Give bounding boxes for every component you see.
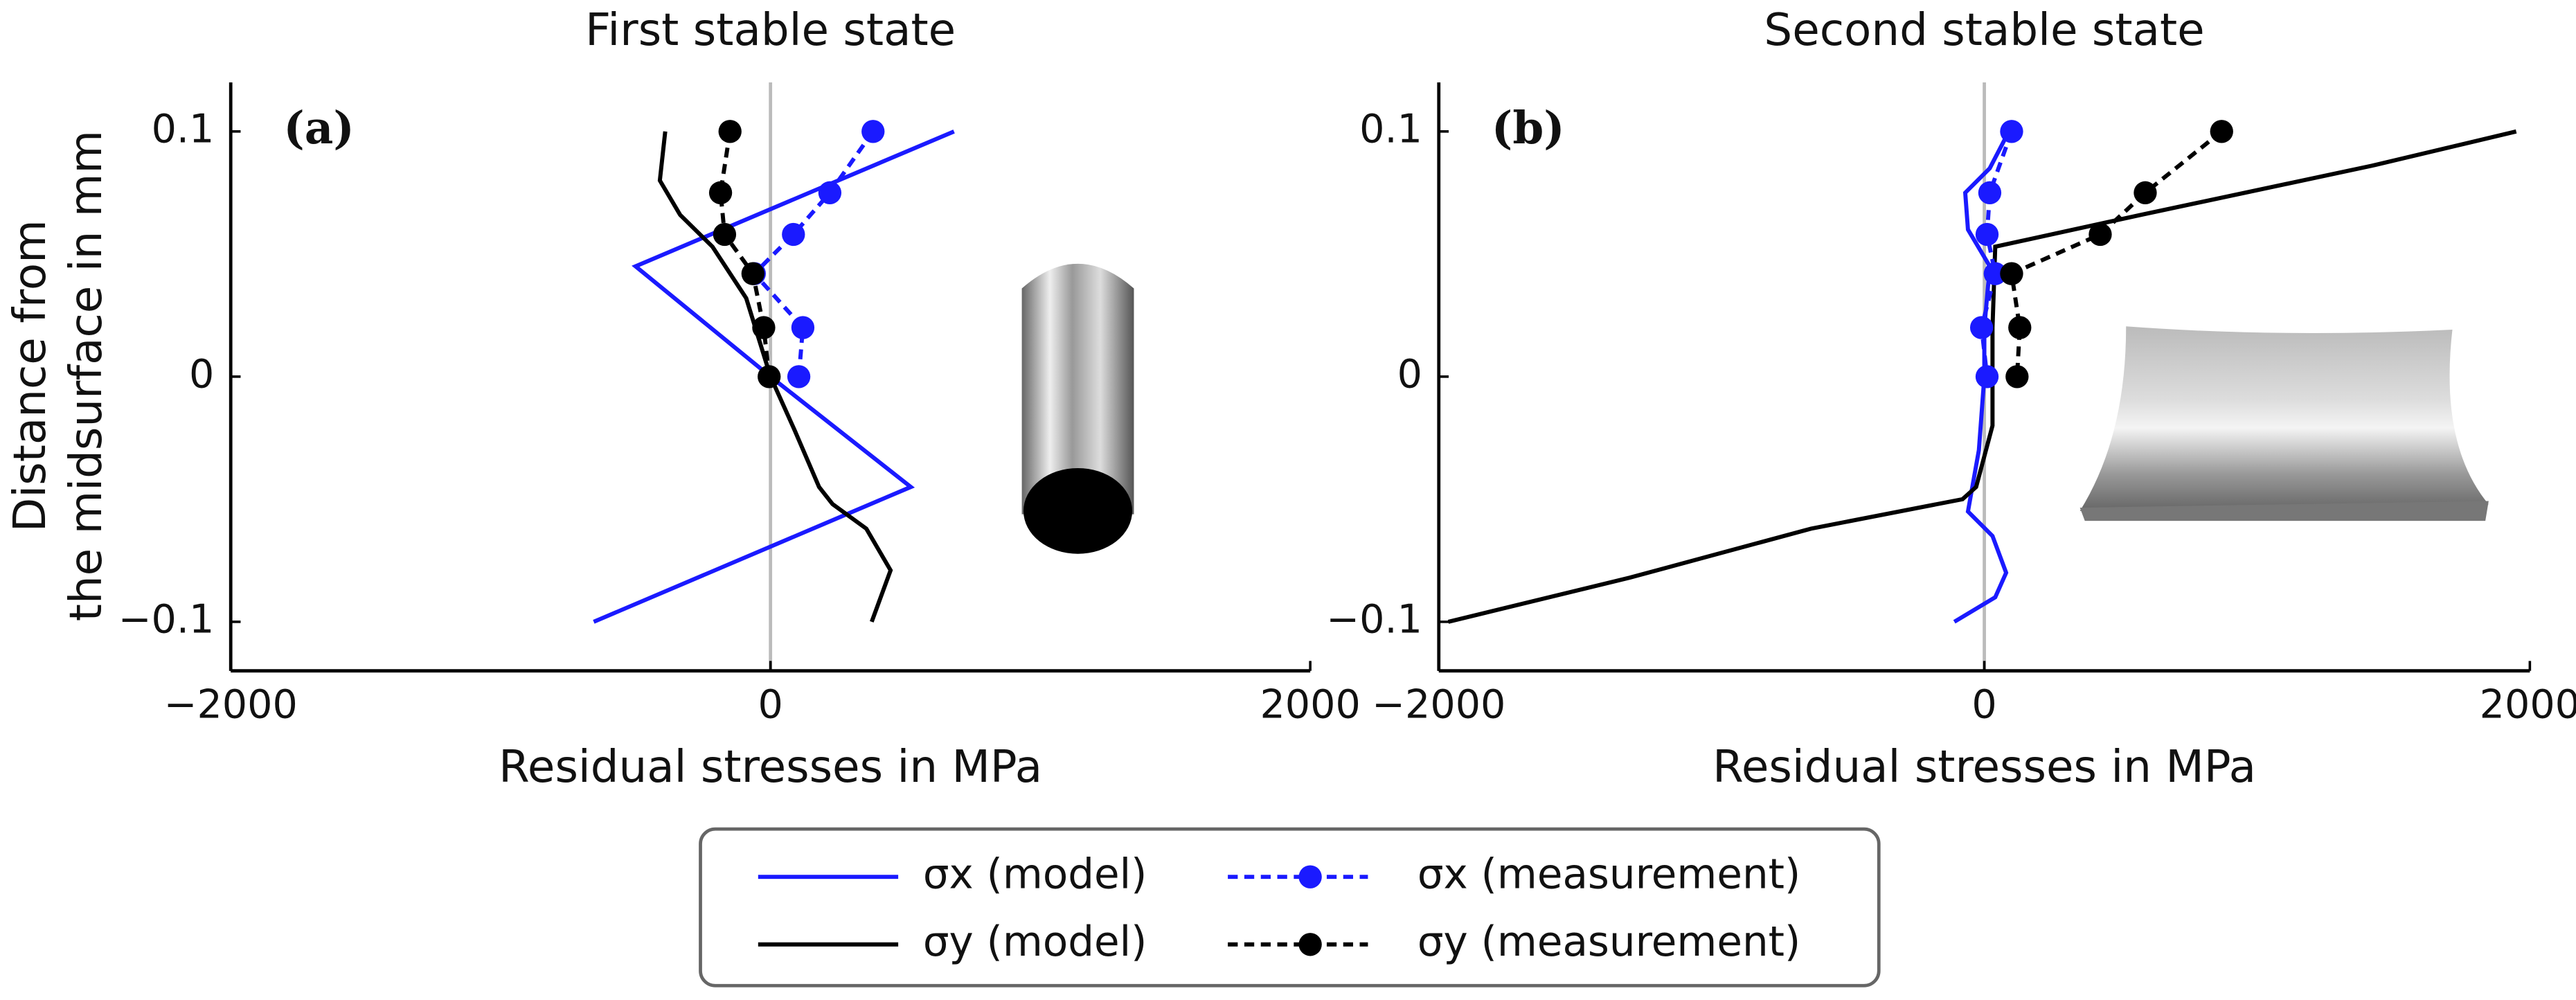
x-tick-label: −2000: [1372, 682, 1505, 728]
y-axis-label: the midsurface in mm: [60, 130, 112, 621]
marker: [2000, 120, 2023, 143]
marker: [718, 120, 742, 143]
marker: [1983, 262, 2007, 285]
marker: [2008, 316, 2032, 339]
sheet-photo: [2079, 326, 2489, 521]
legend-marker: [1298, 933, 1322, 956]
marker: [2210, 120, 2233, 143]
legend-marker: [1298, 865, 1322, 889]
panel-label: (b): [1492, 102, 1565, 154]
marker: [741, 262, 764, 285]
y-tick-label: 0.1: [1359, 106, 1422, 152]
series-line: [657, 131, 893, 623]
legend-label: σy (measurement): [1417, 918, 1800, 966]
legend-box: [699, 827, 1881, 988]
marker: [2134, 181, 2157, 204]
y-tick-label: 0.1: [152, 106, 215, 152]
x-tick-label: 0: [758, 682, 782, 728]
legend-label: σx (measurement): [1417, 850, 1800, 898]
marker: [2088, 222, 2112, 247]
marker: [1975, 222, 1999, 247]
chart-title: Second stable state: [1764, 4, 2204, 56]
x-tick-label: 2000: [1260, 682, 1360, 728]
series-line: [1447, 129, 2517, 624]
legend-label: σy (model): [923, 918, 1147, 966]
marker: [1975, 365, 1999, 389]
chart-title: First stable state: [585, 4, 956, 56]
marker: [782, 222, 805, 247]
panel-label: (a): [283, 102, 354, 154]
marker: [708, 181, 733, 204]
marker: [1978, 181, 2002, 204]
marker: [758, 365, 781, 389]
x-tick-label: 2000: [2480, 682, 2576, 728]
x-tick-label: −2000: [164, 682, 298, 728]
marker: [787, 365, 811, 389]
cylinder-photo: [1021, 263, 1134, 554]
marker: [818, 181, 842, 204]
marker: [2000, 262, 2023, 285]
marker: [2005, 365, 2029, 389]
marker: [752, 316, 776, 339]
marker: [861, 120, 885, 143]
y-tick-label: −0.1: [1326, 597, 1422, 643]
y-tick-label: 0: [189, 351, 214, 397]
marker: [713, 222, 737, 247]
y-tick-label: −0.1: [118, 597, 215, 643]
x-tick-label: 0: [1971, 682, 1996, 728]
y-axis-label: Distance from: [4, 220, 56, 532]
x-axis-label: Residual stresses in MPa: [499, 741, 1042, 793]
marker: [791, 316, 815, 339]
legend-label: σx (model): [923, 850, 1147, 898]
x-axis-label: Residual stresses in MPa: [1712, 741, 2256, 793]
marker: [1969, 316, 1994, 339]
y-tick-label: 0: [1397, 351, 1422, 397]
